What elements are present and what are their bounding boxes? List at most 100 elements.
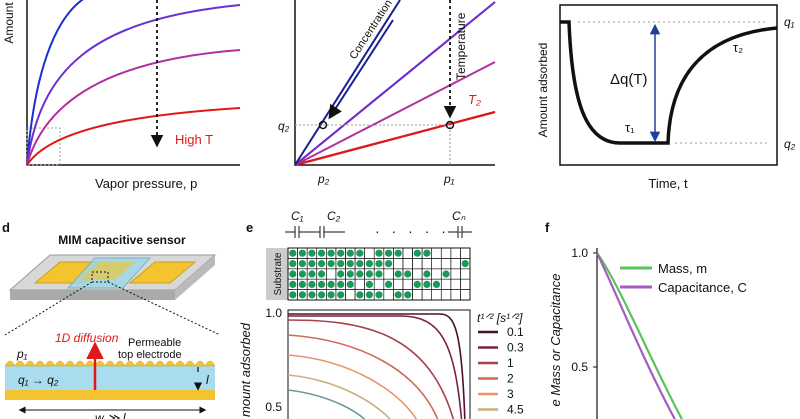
occupied-site	[317, 270, 326, 278]
dielectric	[5, 366, 215, 390]
cap-label: C₂	[327, 209, 341, 223]
occupied-site	[289, 270, 297, 278]
cap-label: C₁	[291, 209, 304, 223]
point	[445, 120, 455, 130]
electrode	[128, 261, 197, 284]
occupied-site	[308, 291, 316, 299]
panel-a: Amount High T Vapor pressure, p	[2, 0, 241, 191]
mass-curve	[596, 252, 684, 419]
frame	[559, 4, 778, 166]
legend-title: t¹ᐟ² [s¹ᐟ²]	[477, 311, 523, 325]
occupied-site	[337, 291, 345, 299]
occupied-site	[289, 260, 297, 268]
occupied-site	[365, 260, 374, 268]
point	[318, 120, 328, 130]
occupied-site	[365, 270, 374, 278]
y-tick: 0.5	[265, 400, 282, 414]
profile	[287, 389, 366, 419]
occupied-site	[337, 270, 345, 278]
annotation: w ≫ l	[95, 411, 126, 419]
ellipsis: · · · · · ·	[375, 223, 466, 239]
annotation: Δq(T)	[610, 71, 648, 88]
occupied-site	[298, 291, 306, 299]
occupied-site	[298, 280, 306, 288]
annotation: High T	[175, 132, 213, 147]
profile	[287, 334, 439, 419]
occupied-site	[298, 270, 306, 278]
arrow-label: Temperature	[454, 12, 468, 80]
occupied-site	[346, 249, 354, 257]
occupied-site	[356, 249, 364, 257]
substrate	[266, 248, 288, 300]
bottom-electrode	[5, 390, 215, 400]
top-electrode	[80, 262, 135, 280]
dot-grid	[287, 247, 471, 301]
annotation: p₁	[16, 347, 28, 361]
substrate-side	[175, 255, 215, 300]
occupied-site	[317, 260, 326, 268]
occupied-site	[317, 291, 326, 299]
occupied-site	[308, 260, 316, 268]
response-curve	[560, 20, 778, 145]
annotation: top electrode	[118, 349, 182, 361]
legend-label: 3	[507, 387, 514, 401]
occupied-site	[337, 260, 345, 268]
cell	[460, 289, 471, 301]
curve-label: T₂	[468, 92, 481, 107]
occupied-site	[308, 249, 316, 257]
occupied-site	[375, 249, 383, 257]
occupied-site	[384, 280, 393, 288]
curve	[26, 107, 241, 166]
panel-letter: f	[545, 220, 550, 235]
occupied-site	[308, 280, 316, 288]
occupied-site	[289, 291, 297, 299]
occupied-site	[375, 260, 383, 268]
panel-e: e · · · · · · C₁ C₂ Cₙ Substrate 1.0 0.5…	[238, 209, 524, 419]
occupied-site	[423, 249, 431, 257]
capacitor-chain	[285, 226, 472, 238]
occupied-site	[337, 280, 345, 288]
plot-frame	[287, 309, 471, 419]
y-label: e Mass or Capacitance	[548, 274, 563, 407]
occupied-site	[317, 249, 326, 257]
top-electrode	[4, 360, 216, 367]
profile	[287, 374, 391, 419]
capacitance-curve	[596, 252, 677, 419]
legend-label: 2	[507, 372, 514, 386]
occupied-site	[327, 260, 335, 268]
occupied-site	[356, 291, 364, 299]
occupied-site	[289, 249, 297, 257]
panel-c: Amount adsorbed Time, t Δq(T) τ₁ τ₂ q₁ q…	[536, 4, 796, 191]
occupied-site	[375, 291, 383, 299]
legend-label: Capacitance, C	[658, 280, 747, 295]
cap-label: Cₙ	[452, 209, 466, 223]
occupied-site	[413, 249, 421, 257]
panel-f: f 1.0 0.5 e Mass or Capacitance Mass, m C…	[545, 220, 747, 419]
level-label: q₂	[784, 137, 796, 151]
occupied-site	[289, 280, 297, 288]
occupied-site	[298, 249, 306, 257]
y-label: Amount adsorbed	[536, 43, 550, 138]
occupied-site	[317, 280, 326, 288]
occupied-site	[327, 291, 335, 299]
annotation: Permeable	[128, 337, 181, 349]
profile	[288, 313, 466, 419]
occupied-site	[356, 260, 364, 268]
legend-label: 0.1	[507, 325, 524, 339]
y-tick: q₂	[278, 119, 290, 133]
occupied-site	[337, 249, 345, 257]
profile	[288, 315, 463, 419]
annotation: l	[206, 373, 209, 387]
ticks	[593, 252, 597, 368]
occupied-site	[423, 280, 431, 288]
occupied-site	[298, 260, 306, 268]
panel-letter: d	[2, 220, 10, 235]
occupied-site	[413, 280, 421, 288]
isotherm	[294, 1, 496, 166]
panel-d: d MIM capacitive sensor 1D diffusion Per…	[2, 220, 221, 419]
panel-title: MIM capacitive sensor	[58, 233, 186, 247]
occupied-site	[365, 291, 374, 299]
zoom-lines	[4, 281, 221, 336]
x-tick: p₂	[317, 172, 330, 186]
